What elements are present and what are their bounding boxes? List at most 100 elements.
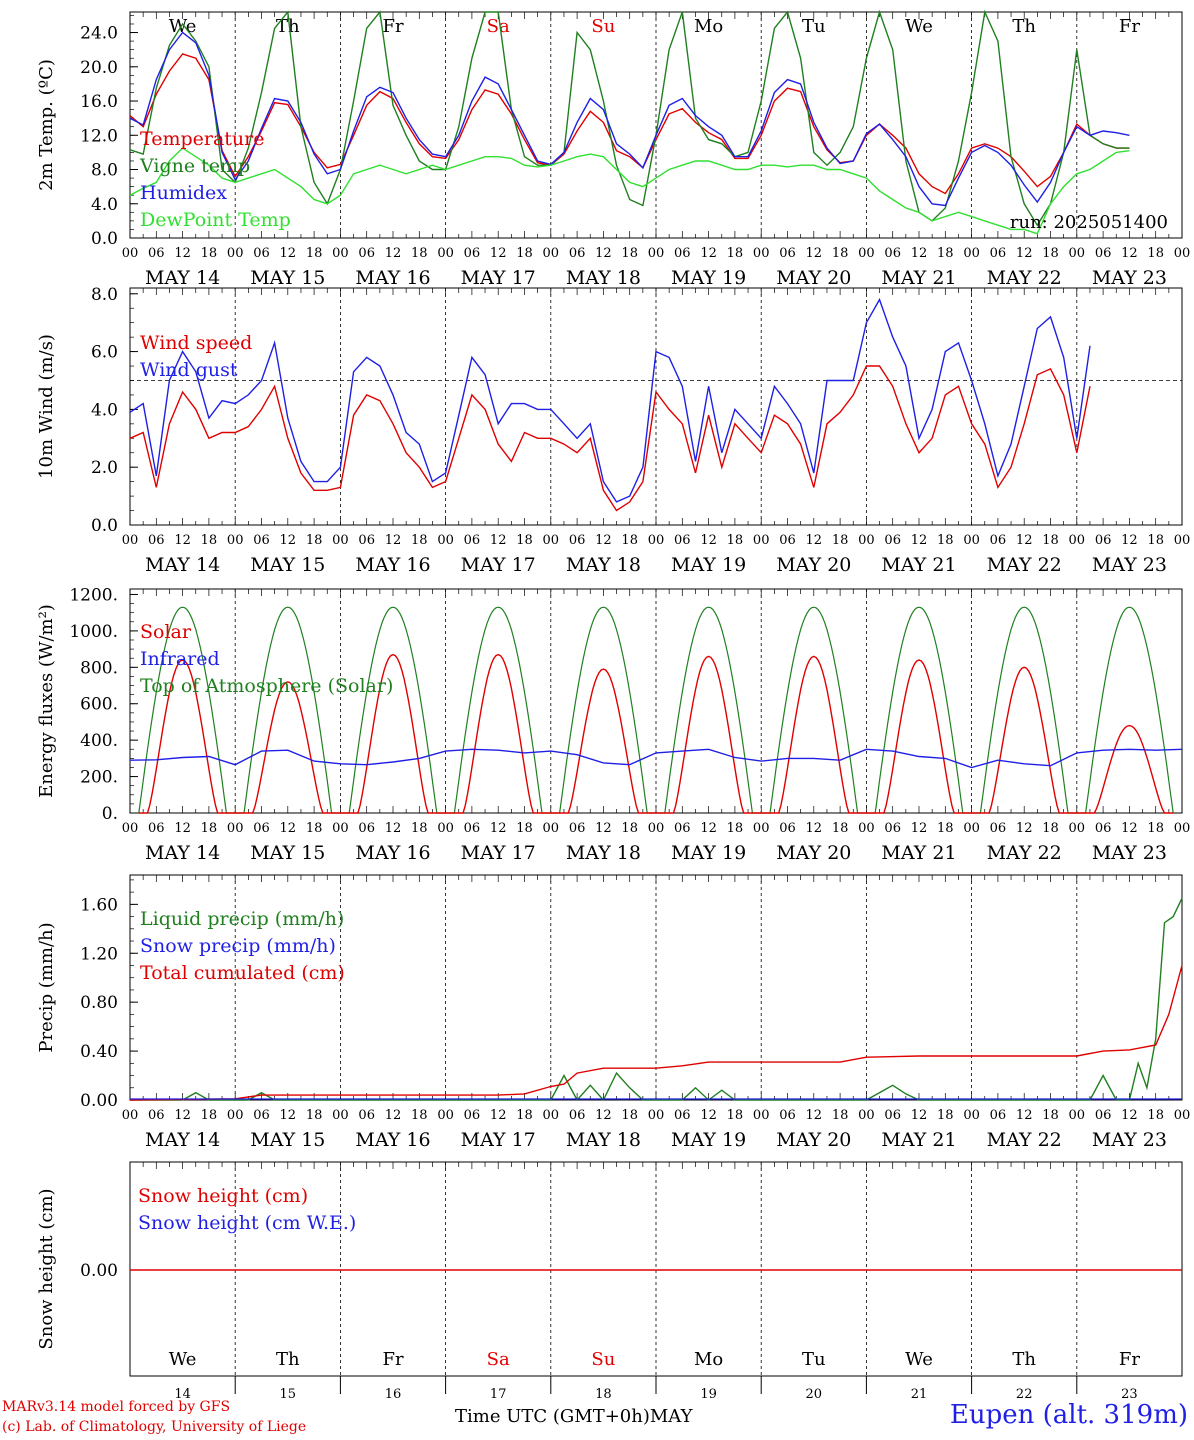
hour-tick-label: 12 (385, 246, 402, 261)
hour-tick-label: 18 (411, 821, 428, 836)
hour-tick-label: 18 (306, 821, 323, 836)
hour-tick-label: 00 (753, 533, 770, 548)
credit-lab-text: (c) Lab. of Climatology, University of L… (2, 1419, 307, 1435)
date-label: MAY 17 (461, 1129, 536, 1151)
hour-tick-label: 12 (280, 246, 297, 261)
hour-tick-label: 00 (122, 821, 139, 836)
hour-tick-label: 06 (253, 246, 270, 261)
y-tick-label: 0.0 (91, 229, 118, 249)
hour-tick-label: 06 (253, 1108, 270, 1123)
y-tick-label: 20.0 (80, 58, 118, 78)
y-tick-label: 0.40 (80, 1042, 118, 1062)
hour-tick-label: 06 (1095, 821, 1112, 836)
hour-tick-label: 12 (700, 246, 717, 261)
hour-tick-label: 06 (990, 533, 1007, 548)
date-label: MAY 14 (145, 267, 220, 289)
hour-tick-label: 00 (648, 533, 665, 548)
legend-entry: Snow height (cm W.E.) (138, 1212, 356, 1234)
series-line-total-cumulated-cm- (129, 965, 1183, 1101)
date-label: MAY 18 (566, 267, 641, 289)
hour-tick-label: 06 (253, 821, 270, 836)
series-line-humidex (129, 31, 1130, 207)
y-axis-label: 2m Temp. (ºC) (36, 59, 57, 191)
hour-tick-label: 12 (911, 246, 928, 261)
legend-entry: Humidex (140, 182, 227, 204)
y-tick-label: 0.00 (80, 1261, 118, 1281)
hour-tick-label: 12 (806, 1108, 823, 1123)
date-label: MAY 22 (987, 842, 1062, 864)
y-tick-label: 800. (80, 658, 118, 678)
y-tick-label: 8.0 (91, 161, 118, 181)
hour-tick-label: 18 (832, 246, 849, 261)
hour-tick-label: 06 (779, 533, 796, 548)
date-label: MAY 22 (987, 1129, 1062, 1151)
date-label: MAY 19 (671, 267, 746, 289)
hour-tick-label: 00 (227, 533, 244, 548)
hour-tick-label: 00 (648, 1108, 665, 1123)
day-number-label: 19 (700, 1387, 717, 1402)
series-line-liquid-precip-mm-h- (130, 897, 1183, 1102)
hour-tick-label: 00 (1174, 246, 1191, 261)
y-tick-label: 1.20 (80, 944, 118, 964)
hour-tick-label: 18 (621, 533, 638, 548)
y-axis-label: Snow height (cm) (36, 1188, 57, 1349)
hour-tick-label: 18 (621, 1108, 638, 1123)
day-name-label: We (905, 16, 933, 37)
date-label: MAY 23 (1092, 1129, 1167, 1151)
day-name-label: Th (1012, 1349, 1036, 1370)
hour-tick-label: 12 (174, 246, 191, 261)
hour-tick-label: 12 (174, 533, 191, 548)
hour-tick-label: 18 (727, 533, 744, 548)
hour-tick-label: 00 (858, 1108, 875, 1123)
hour-tick-label: 06 (779, 246, 796, 261)
hour-tick-label: 12 (1016, 533, 1033, 548)
hour-tick-label: 00 (227, 1108, 244, 1123)
series-line-wind-gust (129, 297, 1091, 503)
hour-tick-label: 12 (1121, 246, 1138, 261)
hour-tick-label: 18 (1042, 1108, 1059, 1123)
series-line-vigne-temp (129, 9, 1130, 227)
date-label: MAY 19 (671, 554, 746, 576)
hour-tick-label: 06 (674, 1108, 691, 1123)
hour-tick-label: 00 (753, 821, 770, 836)
hour-tick-label: 00 (543, 246, 560, 261)
legend-entry: Snow height (cm) (138, 1185, 308, 1207)
legend-entry: Wind gust (140, 359, 238, 381)
y-tick-label: 400. (80, 731, 118, 751)
hour-tick-label: 06 (884, 533, 901, 548)
day-name-label: Sa (487, 16, 510, 37)
day-name-label: We (905, 1349, 933, 1370)
hour-tick-label: 18 (727, 821, 744, 836)
day-name-label: Th (276, 1349, 300, 1370)
series-line-temperature (129, 53, 1130, 195)
hour-tick-label: 00 (1069, 246, 1086, 261)
hour-tick-label: 00 (1174, 821, 1191, 836)
hour-tick-label: 06 (569, 1108, 586, 1123)
hour-tick-label: 12 (1121, 821, 1138, 836)
y-tick-label: 200. (80, 768, 118, 788)
date-label: MAY 15 (250, 1129, 325, 1151)
hour-tick-label: 18 (937, 246, 954, 261)
day-number-label: 23 (1121, 1387, 1138, 1402)
day-name-label: We (169, 16, 197, 37)
hour-tick-label: 00 (963, 533, 980, 548)
hour-tick-label: 00 (122, 533, 139, 548)
hour-tick-label: 06 (569, 821, 586, 836)
date-label: MAY 20 (776, 554, 851, 576)
hour-tick-label: 12 (490, 821, 507, 836)
hour-tick-label: 00 (963, 246, 980, 261)
day-name-label: Fr (382, 16, 403, 37)
hour-tick-label: 18 (1147, 1108, 1164, 1123)
date-label: MAY 14 (145, 842, 220, 864)
hour-tick-label: 18 (201, 533, 218, 548)
hour-tick-label: 18 (1147, 533, 1164, 548)
hour-tick-label: 12 (280, 1108, 297, 1123)
y-tick-label: 2.0 (91, 458, 118, 478)
hour-tick-label: 06 (148, 821, 165, 836)
hour-tick-label: 00 (858, 246, 875, 261)
hour-tick-label: 00 (1174, 533, 1191, 548)
date-label: MAY 22 (987, 554, 1062, 576)
hour-tick-label: 18 (937, 533, 954, 548)
hour-tick-label: 18 (306, 533, 323, 548)
